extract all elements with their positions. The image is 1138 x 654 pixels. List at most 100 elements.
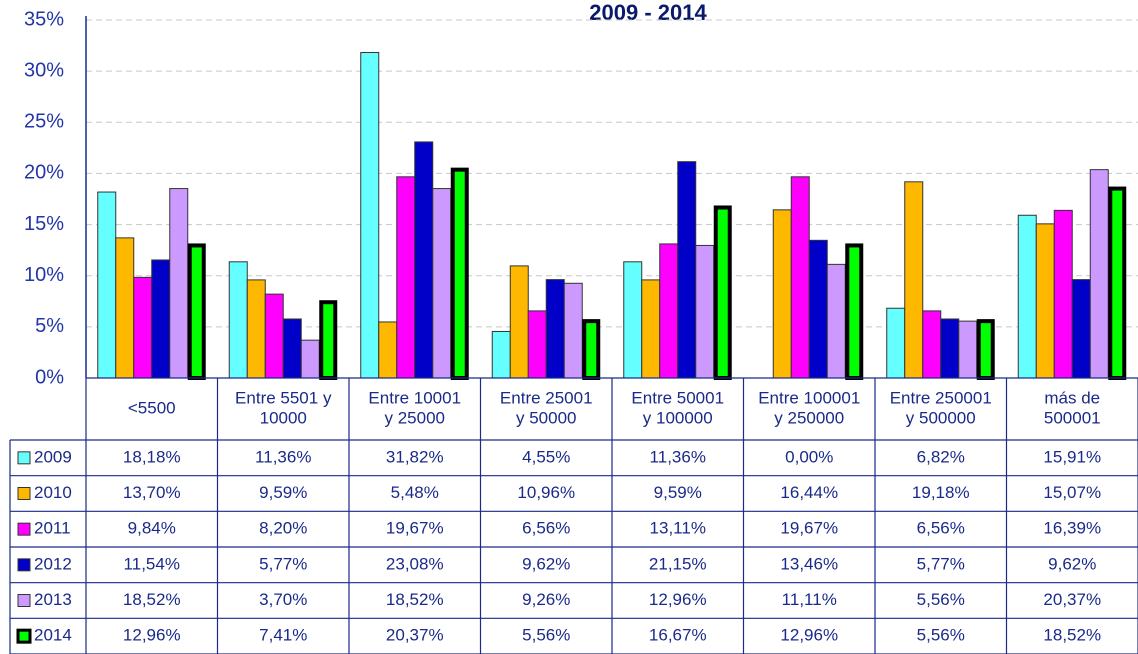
table-value: 18,18% — [123, 447, 181, 466]
bar — [414, 141, 434, 379]
x-tick-label: Entre 5501 y — [235, 388, 332, 407]
bar — [509, 265, 529, 379]
table-value: 7,41% — [259, 626, 307, 645]
table-value: 18,52% — [1043, 626, 1101, 645]
legend-swatch — [17, 522, 31, 536]
y-tick-label: 30% — [24, 59, 64, 81]
table-value: 19,67% — [780, 519, 838, 538]
legend-swatch — [17, 451, 31, 465]
table-value: 12,96% — [780, 626, 838, 645]
x-tick-label: 500001 — [1044, 408, 1101, 427]
table-value: 20,37% — [386, 626, 444, 645]
bar — [396, 176, 416, 379]
x-tick-label: Entre 25001 — [500, 388, 593, 407]
bar — [582, 319, 601, 381]
chart-title: 2009 - 2014 — [589, 0, 707, 25]
bar — [659, 243, 679, 379]
bar — [264, 293, 284, 379]
bar — [713, 205, 732, 380]
table-value: 16,39% — [1043, 519, 1101, 538]
table-value: 5,56% — [917, 590, 965, 609]
x-tick-label: y 50000 — [516, 408, 577, 427]
bar — [432, 188, 452, 379]
bar — [491, 330, 511, 379]
bar — [246, 279, 266, 379]
bar — [845, 243, 864, 380]
table-value: 11,11% — [782, 590, 837, 609]
table-value: 6,82% — [917, 447, 965, 466]
table-value: 11,36% — [650, 447, 706, 466]
bar — [904, 181, 924, 379]
legend-label: 2011 — [34, 519, 71, 538]
bar — [282, 318, 302, 379]
legend-label: 2012 — [34, 554, 72, 573]
table-value: 18,52% — [123, 590, 181, 609]
table-value: 15,07% — [1043, 483, 1101, 502]
table-value: 20,37% — [1043, 590, 1101, 609]
bar — [772, 209, 792, 379]
y-tick-label: 15% — [24, 213, 64, 235]
bar — [826, 263, 846, 379]
bar — [958, 320, 978, 379]
bar — [450, 167, 469, 380]
bar — [228, 261, 248, 379]
bar — [563, 282, 583, 379]
table-value: 6,56% — [917, 519, 965, 538]
bar — [976, 319, 995, 381]
legend-swatch — [16, 628, 32, 644]
table-value: 13,11% — [650, 519, 706, 538]
table-value: 5,77% — [917, 554, 965, 573]
bar — [808, 239, 828, 379]
table-value: 9,62% — [1048, 554, 1096, 573]
table-value: 19,18% — [912, 483, 970, 502]
legend-swatch — [17, 487, 31, 500]
legend-label: 2009 — [34, 447, 72, 466]
x-tick-label: y 25000 — [385, 408, 446, 427]
table-value: 19,67% — [386, 519, 444, 538]
bar — [169, 188, 189, 379]
table-value: 8,20% — [259, 519, 307, 538]
y-tick-label: 10% — [24, 264, 64, 286]
table-value: 3,70% — [259, 590, 307, 609]
bar — [922, 310, 942, 379]
table-value: 9,59% — [654, 483, 702, 502]
table-value: 9,59% — [259, 483, 307, 502]
x-tick-label: Entre 50001 — [631, 388, 724, 407]
x-tick-label: Entre 10001 — [368, 388, 461, 407]
x-tick-label: Entre 250001 — [890, 388, 992, 407]
bar — [1053, 209, 1073, 379]
x-tick-label: <5500 — [128, 398, 176, 417]
x-tick-label: y 250000 — [774, 408, 844, 427]
table-value: 12,96% — [123, 626, 181, 645]
table-value: 5,77% — [259, 554, 307, 573]
table-value: 10,96% — [517, 483, 575, 502]
bar — [527, 310, 547, 379]
bar — [677, 161, 697, 379]
table-value: 21,15% — [649, 554, 707, 573]
y-tick-label: 35% — [24, 8, 64, 30]
legend-label: 2013 — [34, 590, 72, 609]
table-value: 11,36% — [255, 447, 311, 466]
bar — [886, 307, 906, 379]
x-tick-label: 10000 — [260, 408, 307, 427]
bar — [187, 243, 206, 380]
bar — [641, 279, 661, 379]
y-tick-label: 25% — [24, 111, 64, 133]
table-value: 13,70% — [123, 483, 181, 502]
table-value: 18,52% — [386, 590, 444, 609]
table-value: 16,67% — [649, 626, 707, 645]
bar — [378, 321, 398, 379]
table-value: 9,84% — [128, 519, 176, 538]
legend-swatch — [17, 558, 31, 572]
bar — [151, 259, 171, 379]
table-value: 9,62% — [522, 554, 570, 573]
y-tick-label: 20% — [24, 162, 64, 184]
table-value: 15,91% — [1043, 447, 1101, 466]
bar — [300, 339, 320, 379]
bar — [623, 261, 643, 379]
table-value: 0,00% — [785, 447, 833, 466]
bar — [1035, 223, 1055, 379]
x-tick-label: más de — [1044, 388, 1100, 407]
table-value: 6,56% — [522, 519, 570, 538]
